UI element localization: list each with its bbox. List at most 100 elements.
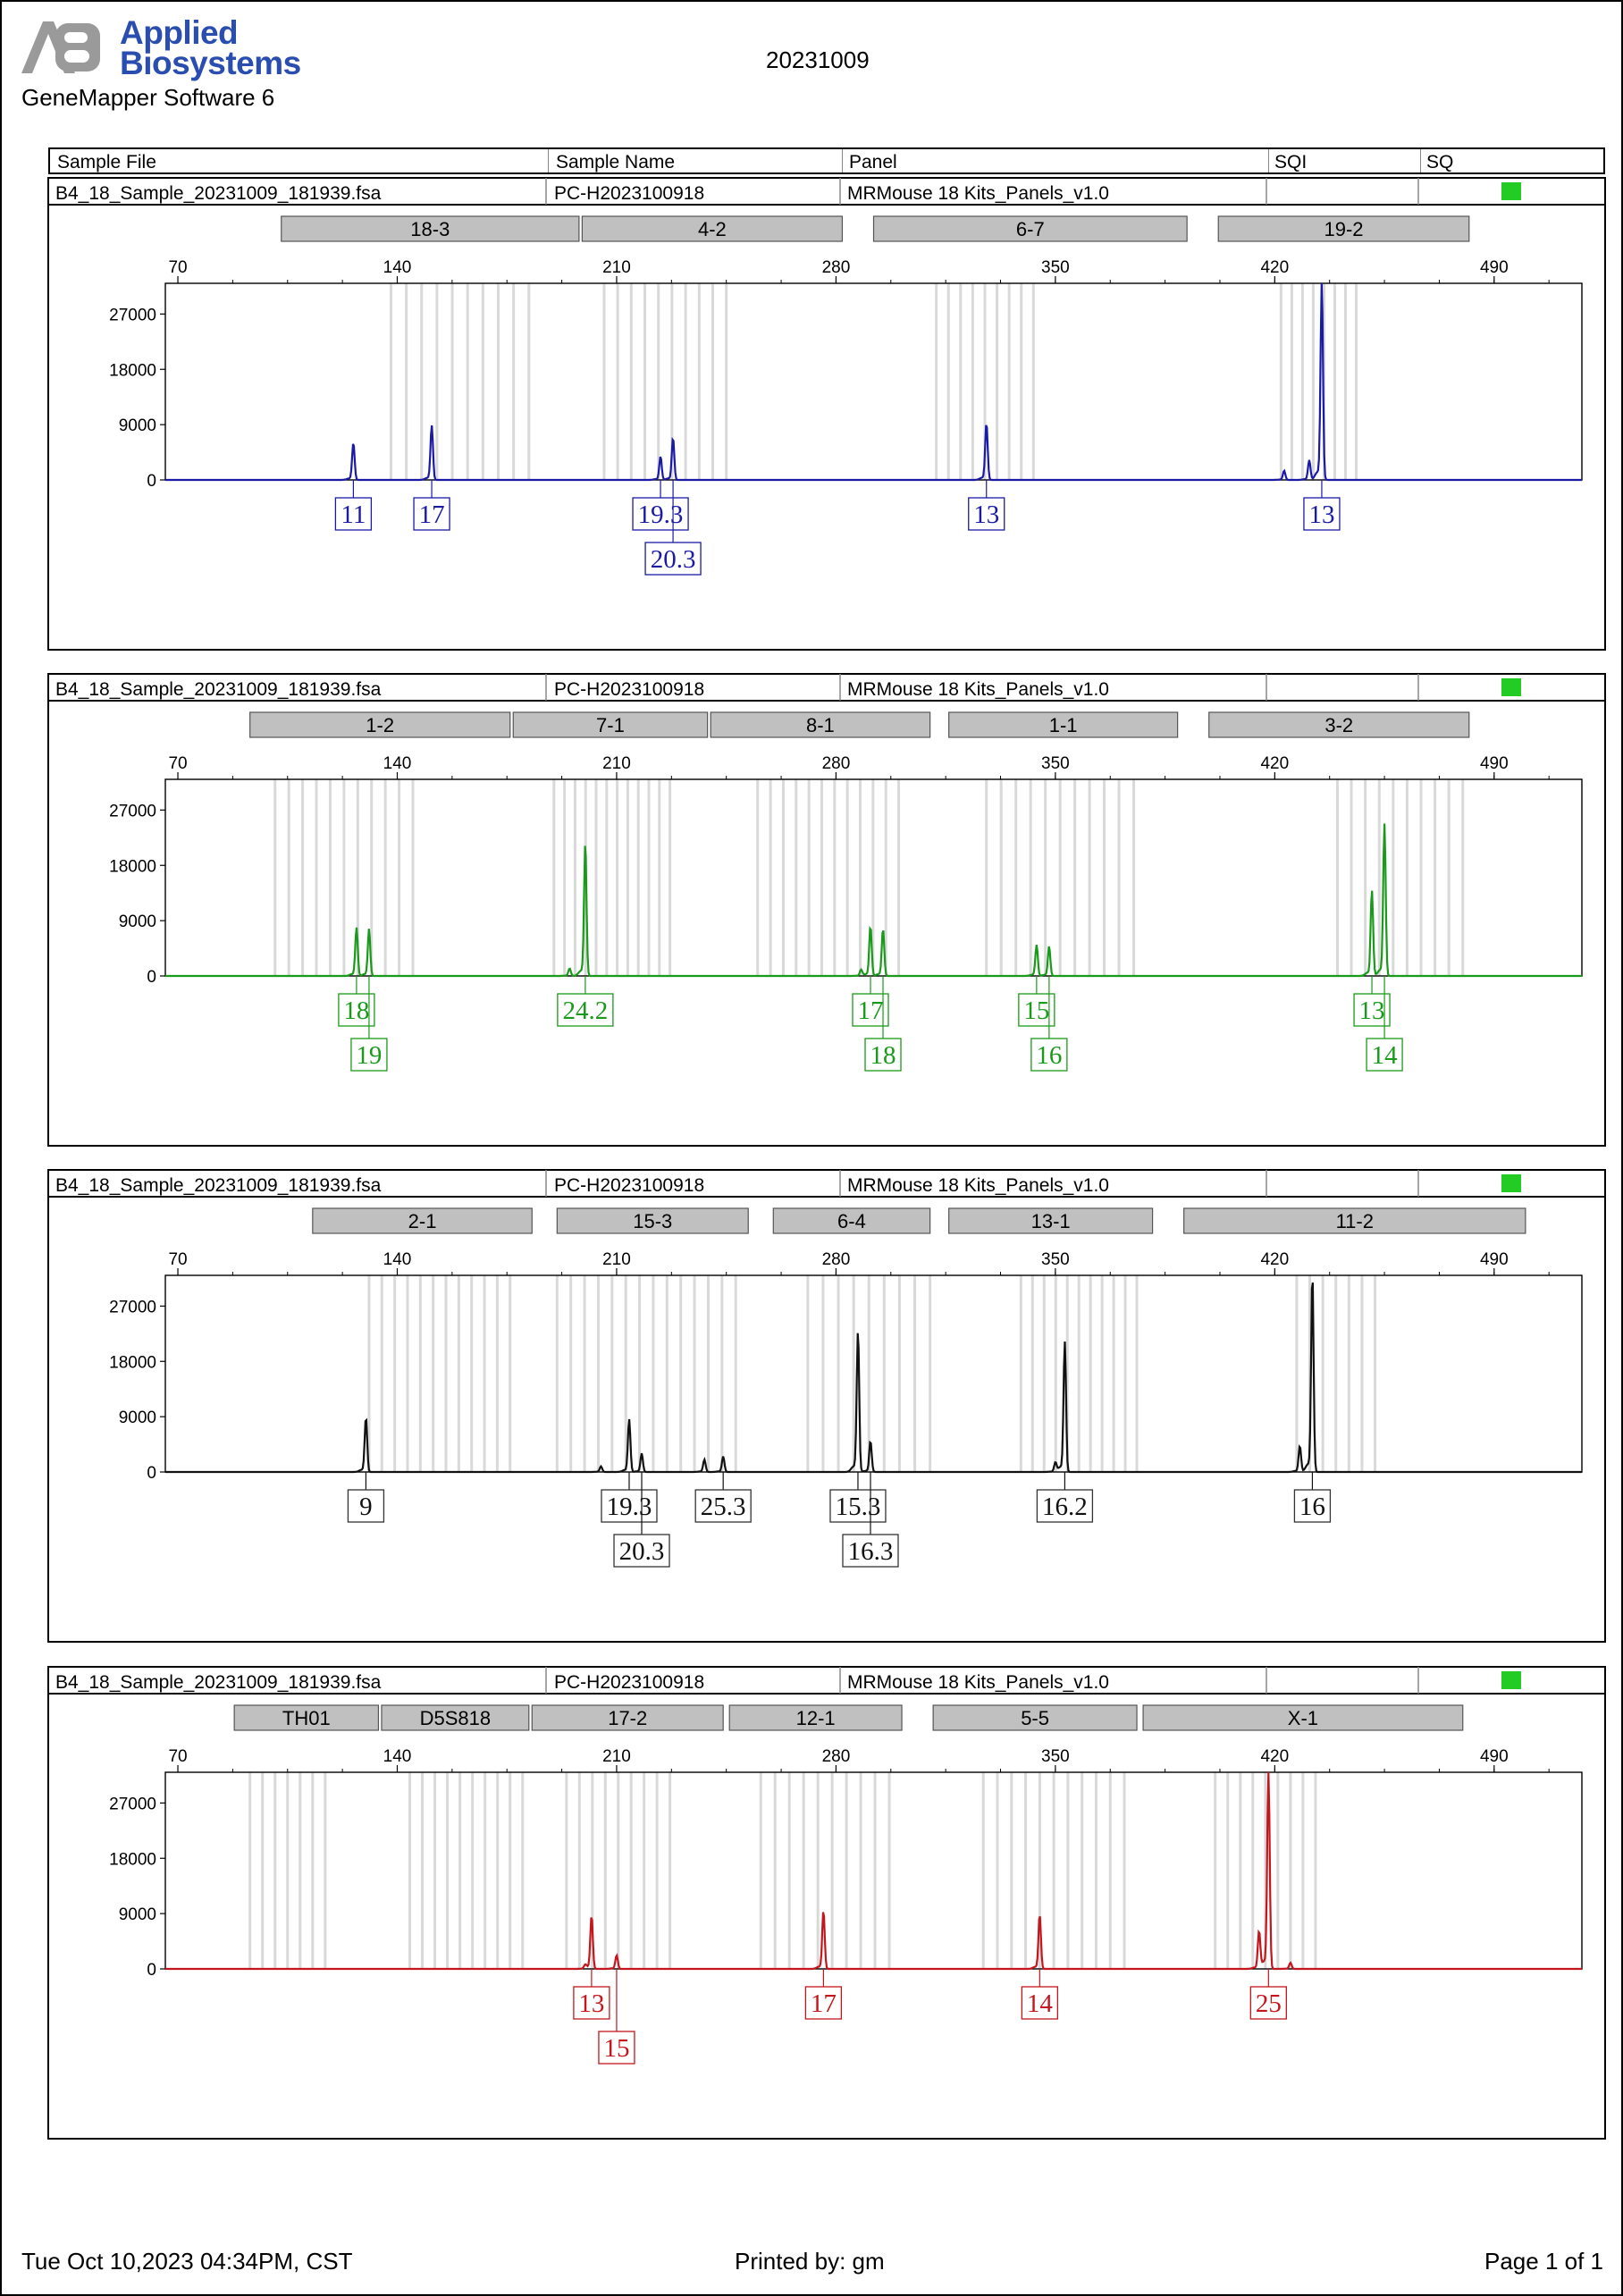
x-tick-label: 70 (168, 754, 187, 773)
allele-box (842, 1534, 899, 1568)
y-tick-label: 9000 (119, 1409, 156, 1427)
allele-box (864, 1038, 902, 1072)
panel-name: MRMouse 18 Kits_Panels_v1.0 (847, 679, 1109, 700)
allele-label: 25 (1256, 1989, 1282, 2018)
y-tick-label: 18000 (109, 1850, 156, 1869)
allele-label: 16.3 (848, 1537, 894, 1566)
allele-label: 17 (419, 500, 445, 529)
allele-label: 15 (1023, 997, 1049, 1025)
marker-box (932, 1704, 1138, 1731)
x-tick-label: 70 (168, 258, 187, 277)
marker-label: 11-2 (1336, 1210, 1374, 1232)
x-tick-label: 350 (1041, 754, 1070, 773)
page-number: Page 1 of 1 (1484, 2248, 1603, 2275)
allele-label: 14 (1027, 1989, 1054, 2018)
marker-box (581, 215, 844, 242)
x-tick-label: 490 (1480, 1747, 1509, 1766)
sq-status-icon (1501, 182, 1521, 200)
sq-status-icon (1501, 678, 1521, 696)
allele-box (573, 1986, 610, 2020)
x-tick-label: 350 (1041, 258, 1070, 277)
allele-box (1303, 497, 1341, 531)
allele-box (413, 497, 450, 531)
allele-box (601, 1489, 658, 1523)
y-tick-label: 0 (147, 1464, 156, 1483)
x-tick-label: 420 (1260, 1250, 1289, 1269)
allele-box (1021, 1986, 1059, 2020)
allele-label: 13 (1308, 500, 1334, 529)
marker-box (1142, 1704, 1464, 1731)
y-tick-label: 27000 (109, 306, 156, 324)
marker-box (531, 1704, 724, 1731)
allele-label: 17 (857, 997, 883, 1025)
y-tick-label: 9000 (119, 913, 156, 931)
allele-label: 13 (578, 1989, 604, 2018)
allele-label: 19.3 (638, 500, 684, 529)
allele-box (334, 497, 373, 531)
dye-panel-black: B4_18_Sample_20231009_181939.fsa PC-H2023… (47, 1169, 1606, 1643)
brand-name: Applied Biosystems (120, 14, 301, 81)
column-sqi: SQI (1274, 152, 1308, 172)
marker-label: 8-1 (806, 714, 835, 736)
column-panel: Panel (849, 152, 897, 172)
signal-trace (165, 282, 1582, 482)
marker-label: 12-1 (796, 1707, 836, 1729)
marker-label: X-1 (1288, 1707, 1318, 1729)
allele-label: 16.2 (1042, 1493, 1088, 1521)
marker-label: 18-3 (410, 218, 450, 240)
allele-calls: 18 19 24.2 17 18 15 16 13 14 (338, 976, 1403, 1072)
allele-box (347, 1489, 385, 1523)
panel-frame (47, 1666, 1606, 2140)
y-tick-label: 0 (147, 1961, 156, 1980)
panel-name: MRMouse 18 Kits_Panels_v1.0 (847, 1175, 1109, 1196)
allele-label: 9 (359, 1493, 373, 1521)
marker-box (772, 1207, 931, 1234)
allele-calls: 13 15 17 14 25 (573, 1969, 1287, 2065)
printed-by: Printed by: gm (735, 2248, 885, 2275)
allele-box (557, 993, 614, 1027)
allele-box (338, 993, 375, 1027)
allele-box (1366, 1038, 1403, 1072)
print-date: Tue Oct 10,2023 04:34PM, CST (21, 2248, 353, 2275)
allele-label: 14 (1372, 1041, 1399, 1070)
plot-area (164, 1771, 1583, 1970)
y-tick-label: 27000 (109, 1298, 156, 1316)
allele-box (804, 1986, 843, 2020)
y-tick-label: 9000 (119, 416, 156, 435)
sample-file-name: B4_18_Sample_20231009_181939.fsa (55, 1672, 382, 1693)
marker-label: 7-1 (596, 714, 625, 736)
signal-trace (165, 1771, 1582, 1971)
allele-box (968, 497, 1005, 531)
marker-label: 5-5 (1021, 1707, 1049, 1729)
signal-trace (165, 823, 1582, 978)
panel-name: MRMouse 18 Kits_Panels_v1.0 (847, 1672, 1109, 1693)
software-name: GeneMapper Software 6 (21, 84, 275, 111)
x-tick-label: 210 (602, 754, 631, 773)
x-tick-label: 490 (1480, 1250, 1509, 1269)
allele-label: 20.3 (619, 1537, 665, 1566)
marker-box (281, 215, 580, 242)
allele-calls: 9 19.3 20.3 25.3 15.3 16.3 16.2 16 (347, 1472, 1332, 1568)
marker-label: 6-4 (837, 1210, 866, 1232)
allele-label: 13 (973, 500, 999, 529)
x-tick-label: 280 (822, 1250, 851, 1269)
allele-label: 16 (1036, 1041, 1062, 1070)
marker-label: 19-2 (1324, 218, 1363, 240)
allele-label: 17 (811, 1989, 837, 2018)
marker-label: 4-2 (698, 218, 727, 240)
allele-box (829, 1489, 887, 1523)
allele-label: 18 (343, 997, 369, 1025)
marker-box (556, 1207, 749, 1234)
sample-file-name: B4_18_Sample_20231009_181939.fsa (55, 183, 382, 204)
marker-box (1183, 1207, 1526, 1234)
marker-label: 3-2 (1324, 714, 1353, 736)
marker-label: 13-1 (1031, 1210, 1071, 1232)
allele-label: 16 (1299, 1493, 1325, 1521)
dye-panel-blue: B4_18_Sample_20231009_181939.fsa PC-H2023… (47, 177, 1606, 651)
sample-info-row (47, 1169, 1606, 1198)
panel-frame (47, 177, 1606, 651)
marker-box (710, 711, 931, 738)
column-sample-file: Sample File (57, 152, 156, 172)
y-tick-label: 18000 (109, 857, 156, 876)
allele-box (694, 1489, 752, 1523)
